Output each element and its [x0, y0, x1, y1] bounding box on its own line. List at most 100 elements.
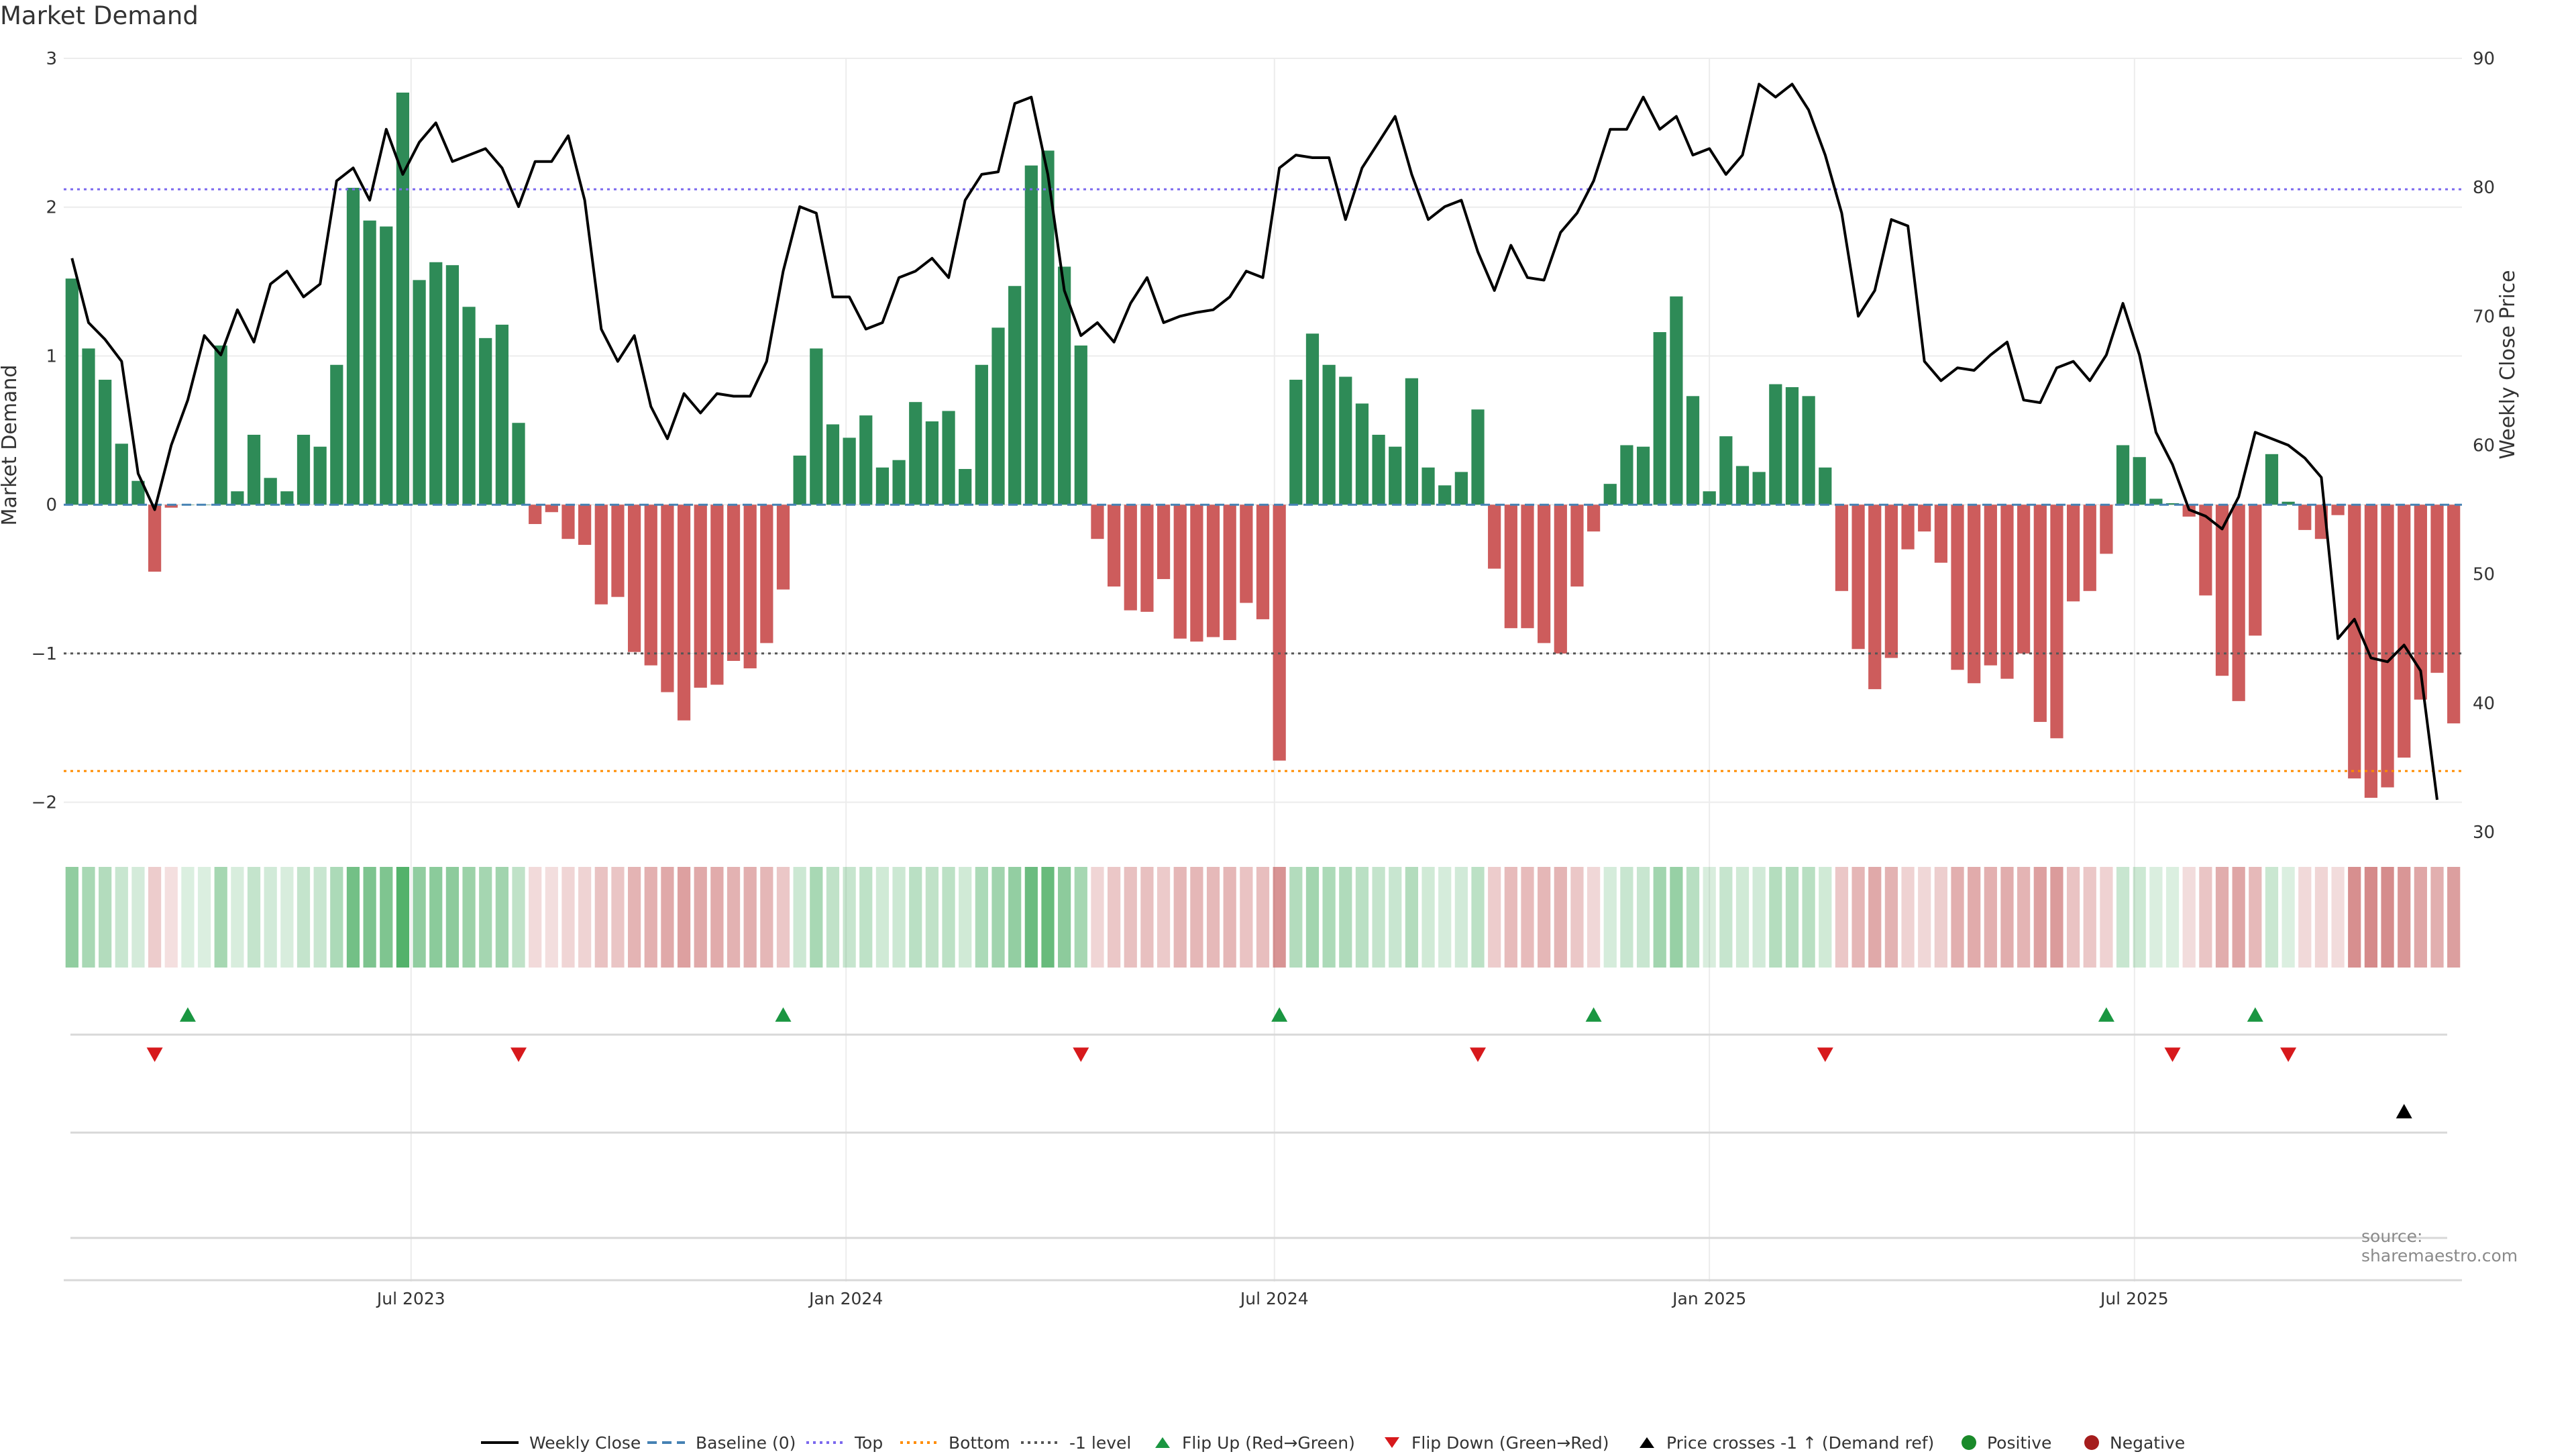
demand-bar: [2398, 505, 2411, 758]
demand-heat-cell: [164, 867, 178, 968]
demand-heat-cell: [1124, 867, 1137, 968]
demand-heat-cell: [115, 867, 128, 968]
demand-bar: [1157, 505, 1171, 580]
legend-triangle-up-icon: [1155, 1437, 1170, 1448]
demand-bar: [1488, 505, 1501, 569]
demand-bar: [2149, 499, 2163, 505]
legend-line-icon: [481, 1441, 519, 1444]
demand-heat-cell: [2165, 867, 2180, 968]
demand-bar: [1504, 505, 1517, 629]
demand-bar: [727, 505, 741, 662]
demand-bar: [776, 505, 790, 590]
demand-bar: [1703, 491, 1716, 505]
demand-bar: [2116, 445, 2130, 505]
demand-heat-cell: [2381, 867, 2394, 968]
demand-heat-cell: [148, 867, 162, 968]
demand-heat-cell: [2133, 867, 2146, 968]
demand-heat-cell: [843, 867, 856, 968]
demand-bar: [1719, 436, 1733, 505]
demand-heat-cell: [1901, 867, 1915, 968]
demand-heat-cell: [2414, 867, 2427, 968]
demand-heat-cell: [710, 867, 724, 968]
demand-bar: [2215, 505, 2229, 676]
demand-bar: [1653, 331, 1666, 505]
demand-heat-cell: [644, 867, 657, 968]
demand-bar: [1934, 505, 1947, 563]
demand-bar: [445, 265, 460, 505]
demand-heat-cell: [776, 867, 790, 968]
demand-heat-cell: [99, 867, 112, 968]
demand-heat-cell: [1735, 867, 1750, 968]
demand-heat-cell: [1968, 867, 1981, 968]
demand-bar: [578, 505, 592, 545]
demand-heat-cell: [65, 867, 78, 968]
flip-up-marker: [1585, 1007, 1602, 1022]
source-credit: source: sharemaestro.com: [2361, 1227, 2518, 1265]
demand-bar: [1091, 505, 1104, 539]
legend-label: Top: [855, 1433, 883, 1453]
demand-heat-cell: [462, 867, 476, 968]
demand-heat-cell: [2398, 867, 2411, 968]
flip-down-marker: [1470, 1047, 1487, 1062]
demand-heat-cell: [959, 867, 972, 968]
demand-bar: [462, 307, 476, 505]
demand-heat-cell: [2100, 867, 2113, 968]
y2-tick-label: 40: [2473, 694, 2495, 714]
demand-heat-cell: [1851, 867, 1865, 968]
x-tick-label: Jul 2023: [376, 1289, 445, 1308]
demand-heat-cell: [1008, 867, 1022, 968]
demand-heat-cell: [826, 867, 840, 968]
demand-bar: [2232, 505, 2245, 701]
demand-heat-cell: [1554, 867, 1567, 968]
demand-bar: [1372, 434, 1385, 505]
demand-heat-cell: [2000, 867, 2014, 968]
y-tick-label: −2: [32, 793, 57, 813]
demand-heat-cell: [1454, 867, 1468, 968]
demand-bar: [1620, 445, 1633, 505]
x-tick-label: Jul 2025: [2099, 1289, 2169, 1308]
legend-label: Price crosses -1 ↑ (Demand ref): [1666, 1433, 1935, 1453]
x-tick-label: Jan 2024: [808, 1289, 883, 1308]
legend-label: Weekly Close: [529, 1433, 641, 1453]
demand-heat-cell: [694, 867, 707, 968]
demand-heat-cell: [2265, 867, 2279, 968]
demand-bar: [677, 505, 691, 721]
legend-item: Baseline (0): [646, 1429, 796, 1456]
demand-heat-cell: [1802, 867, 1815, 968]
demand-bar: [164, 505, 178, 508]
demand-bar: [793, 456, 806, 505]
demand-heat-cell: [578, 867, 592, 968]
demand-bar: [495, 324, 508, 505]
demand-bar: [661, 505, 674, 692]
flip-down-marker: [1817, 1047, 1833, 1062]
flip-down-marker: [1073, 1047, 1089, 1062]
demand-heat-cell: [529, 867, 542, 968]
demand-bar: [1322, 364, 1336, 505]
legend-dotted-icon: [1021, 1441, 1059, 1444]
demand-bar: [1405, 378, 1419, 505]
demand-bar: [594, 505, 608, 605]
legend-dash-icon: [647, 1441, 685, 1444]
demand-heat-cell: [264, 867, 277, 968]
demand-bar: [760, 505, 773, 643]
demand-bar: [148, 505, 162, 572]
demand-heat-cell: [1058, 867, 1071, 968]
y-axis-title: Market Demand: [0, 365, 21, 526]
demand-heat-cell: [1024, 867, 1038, 968]
demand-heat-cell: [1884, 867, 1898, 968]
demand-heat-cell: [1421, 867, 1435, 968]
legend-item: Weekly Close: [480, 1429, 641, 1456]
demand-heat-cell: [2066, 867, 2080, 968]
demand-bar: [280, 491, 294, 505]
demand-bar: [231, 491, 244, 505]
demand-bar: [1769, 384, 1782, 505]
legend-label: Negative: [2110, 1433, 2186, 1453]
demand-bar: [1785, 387, 1799, 505]
demand-heat-cell: [1223, 867, 1236, 968]
demand-bar: [1538, 505, 1551, 643]
demand-bar: [1951, 505, 1964, 670]
demand-bar: [561, 505, 575, 539]
demand-bar: [1124, 505, 1137, 611]
demand-heat-cell: [1670, 867, 1683, 968]
demand-bar: [627, 505, 641, 652]
